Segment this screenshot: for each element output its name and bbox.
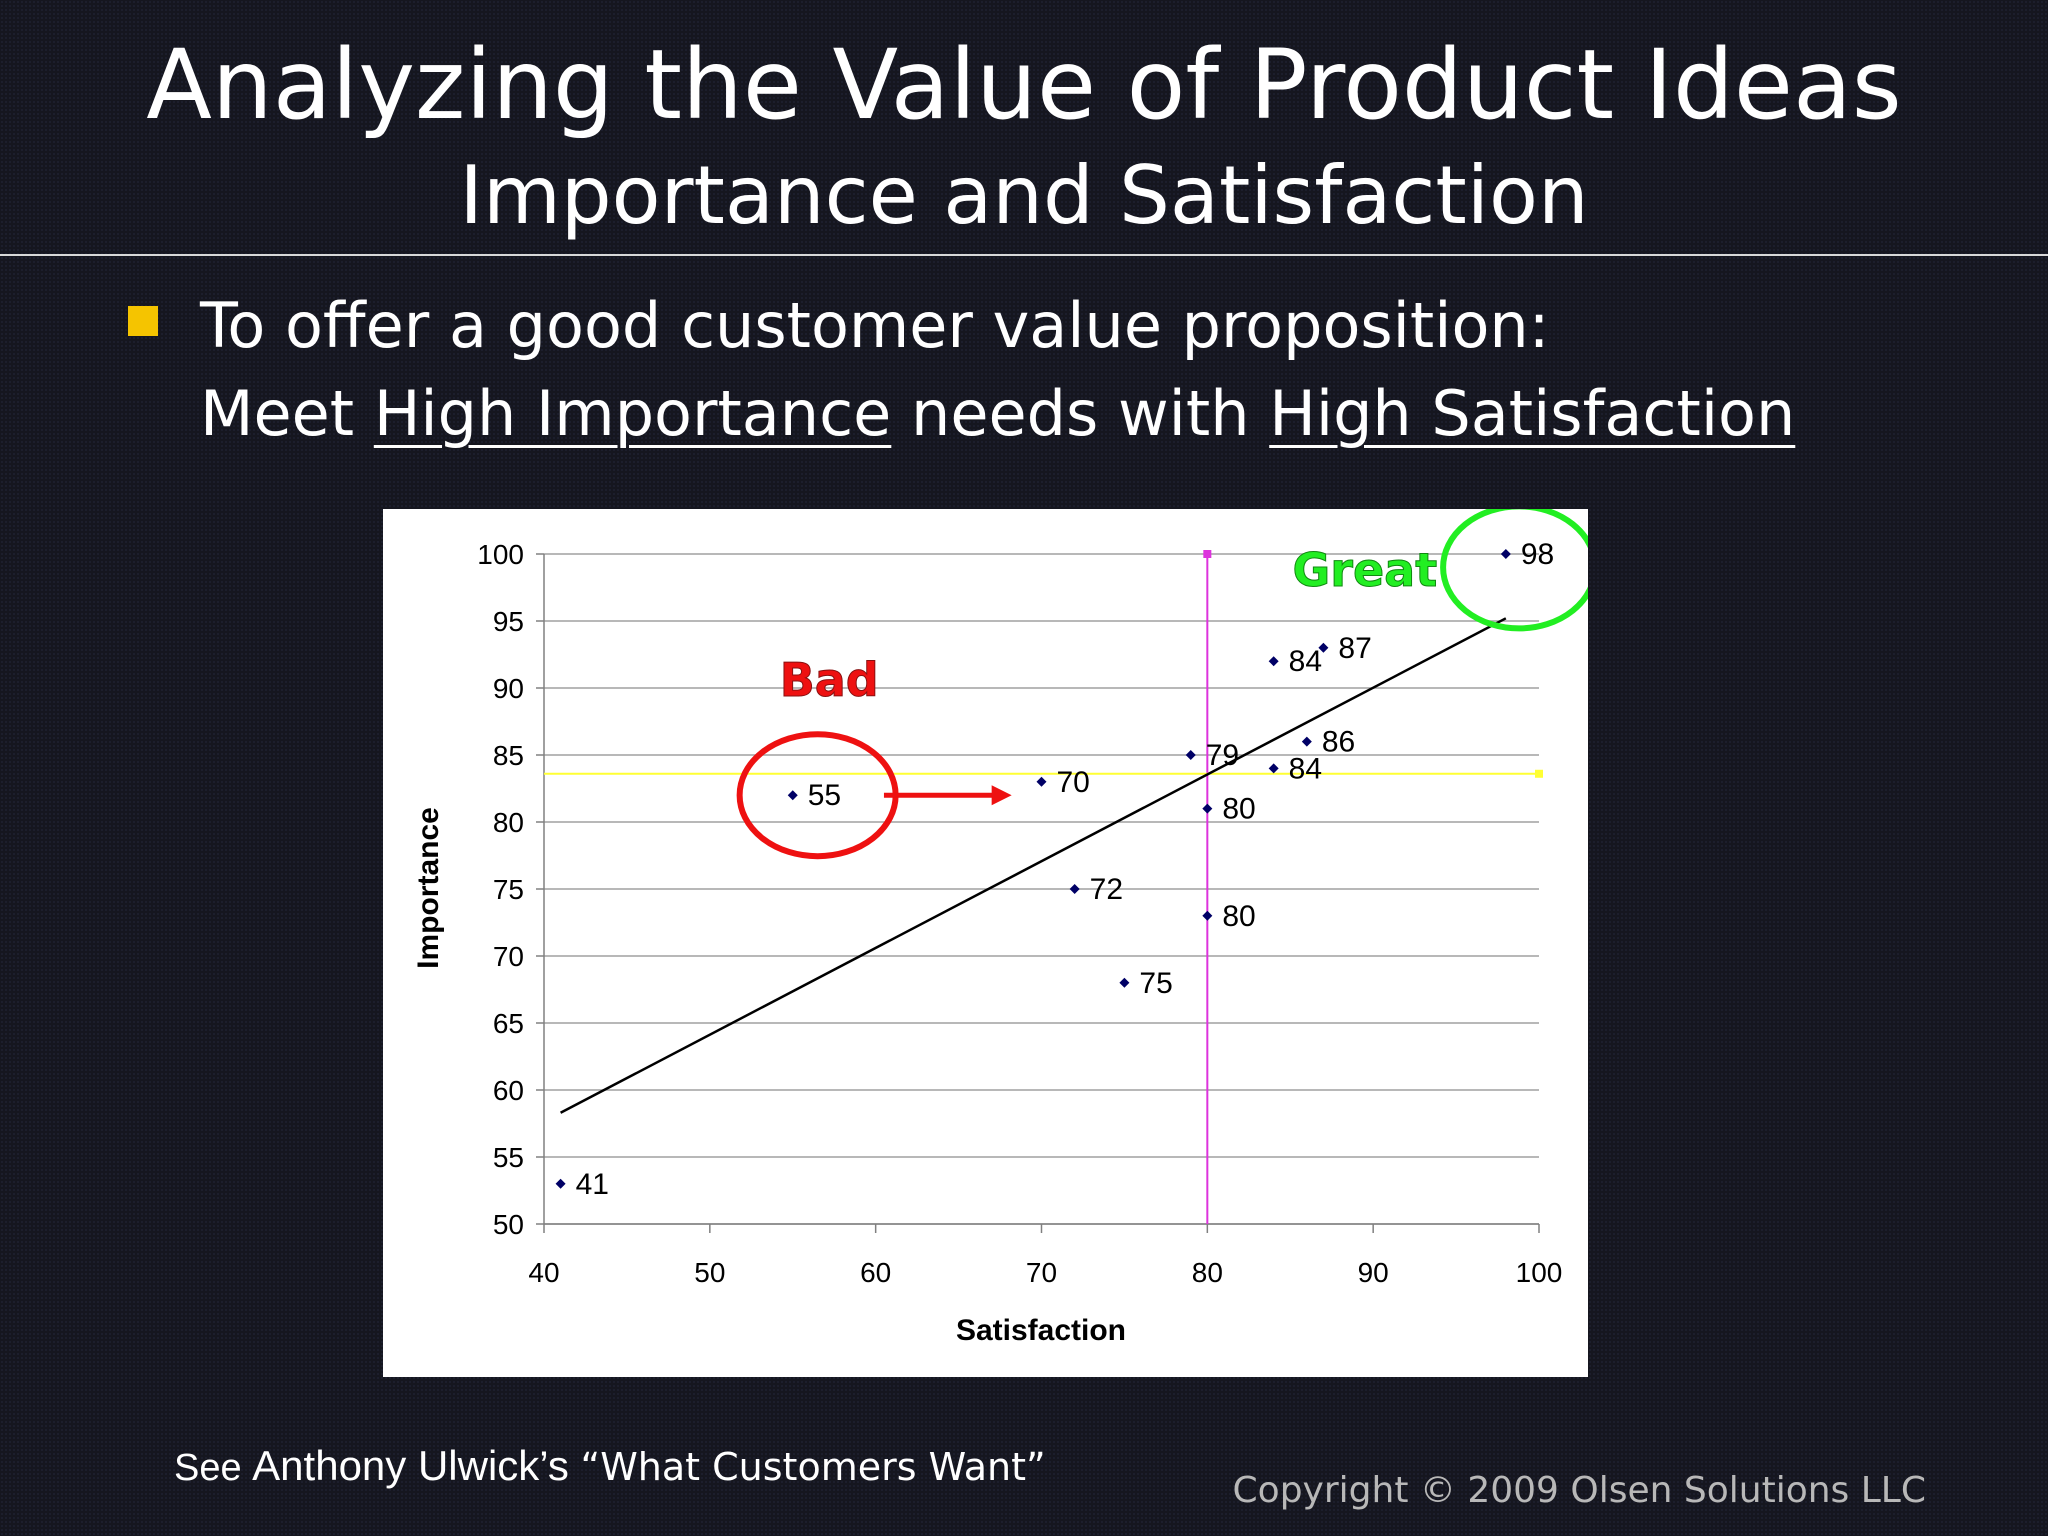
x-tick-label: 40	[528, 1257, 559, 1288]
vertical-reference-marker	[1203, 550, 1212, 558]
data-point	[1069, 884, 1080, 894]
data-point	[787, 790, 798, 801]
y-tick-label: 95	[493, 606, 524, 637]
y-tick-label: 85	[493, 740, 524, 771]
data-point	[1500, 549, 1511, 559]
data-label: 98	[1521, 538, 1554, 571]
arrow-head-icon	[991, 785, 1012, 806]
bullet-line-2: Meet High Importance needs with High Sat…	[200, 370, 1795, 458]
y-tick-label: 60	[493, 1075, 524, 1106]
y-tick-label: 70	[493, 941, 524, 972]
y-tick-label: 65	[493, 1008, 524, 1039]
data-label: 55	[808, 779, 841, 812]
data-label: 86	[1322, 726, 1355, 759]
x-tick-label: 50	[694, 1257, 725, 1288]
bad-label: Bad	[780, 653, 879, 707]
footnote: See Anthony Ulwick’s “What Customers Wan…	[174, 1436, 1046, 1498]
y-tick-label: 80	[493, 807, 524, 838]
slide-title: Analyzing the Value of Product Ideas	[146, 29, 1902, 141]
x-tick-label: 80	[1192, 1257, 1223, 1288]
x-tick-label: 100	[1516, 1257, 1563, 1288]
footnote-book-title: “What Customers Want”	[580, 1445, 1046, 1489]
trendline	[560, 617, 1507, 1114]
title-divider	[0, 254, 2048, 256]
data-label: 41	[576, 1168, 609, 1201]
copyright-text: Copyright © 2009 Olsen Solutions LLC	[1232, 1470, 1926, 1511]
scatter-chart: 50 55 60 65 70 75 80 85 90 95 100 40 50 60 70 80 90 100 4…	[383, 509, 1588, 1377]
data-label: 79	[1206, 739, 1239, 772]
y-tick-label: 55	[493, 1142, 524, 1173]
bullet-square-icon	[128, 306, 158, 336]
high-importance-text: High Importance	[373, 377, 892, 450]
trendline-group	[560, 617, 1507, 1114]
reference-lines	[544, 550, 1543, 1224]
data-label: 80	[1222, 900, 1255, 933]
y-axis-title: Importance	[412, 807, 445, 969]
high-satisfaction-text: High Satisfaction	[1269, 377, 1796, 450]
y-tick-label: 75	[493, 874, 524, 905]
x-tick-label: 60	[860, 1257, 891, 1288]
footnote-author: Anthony Ulwick’s	[252, 1442, 581, 1489]
x-tick-label: 70	[1026, 1257, 1057, 1288]
data-point	[1268, 763, 1279, 774]
data-point	[1185, 750, 1196, 760]
bullet-line-1: To offer a good customer value propositi…	[200, 289, 1550, 362]
grid-lines	[544, 553, 1539, 1225]
y-tick-label: 50	[493, 1209, 524, 1240]
horizontal-reference-marker	[1535, 769, 1543, 778]
great-label: Great	[1293, 543, 1438, 597]
data-point	[1318, 642, 1329, 653]
data-point	[555, 1178, 566, 1189]
data-point	[1202, 910, 1213, 921]
data-point	[1202, 803, 1213, 814]
data-label: 75	[1139, 967, 1172, 1000]
data-label: 72	[1090, 873, 1123, 906]
great-circle	[1440, 509, 1588, 632]
annotations: Bad Great	[736, 509, 1588, 860]
bullet-line-2-mid: needs with	[891, 377, 1270, 450]
data-label: 87	[1338, 632, 1371, 665]
bullet-line-2-start: Meet	[200, 377, 374, 450]
x-axis-title: Satisfaction	[956, 1314, 1126, 1347]
data-point	[1036, 776, 1047, 787]
y-tick-label: 90	[493, 673, 524, 704]
data-label: 70	[1057, 766, 1090, 799]
y-tick-label: 100	[477, 539, 524, 570]
footnote-see: See	[174, 1447, 253, 1489]
data-point	[1268, 656, 1279, 667]
slide-subtitle: Importance and Satisfaction	[459, 149, 1589, 242]
x-tick-label: 90	[1358, 1257, 1389, 1288]
data-label: 80	[1222, 793, 1255, 826]
data-point	[1119, 977, 1130, 988]
data-label: 84	[1289, 645, 1322, 678]
data-point	[1301, 736, 1312, 747]
data-label: 84	[1289, 752, 1322, 785]
bullet-text: To offer a good customer value propositi…	[200, 282, 1795, 458]
